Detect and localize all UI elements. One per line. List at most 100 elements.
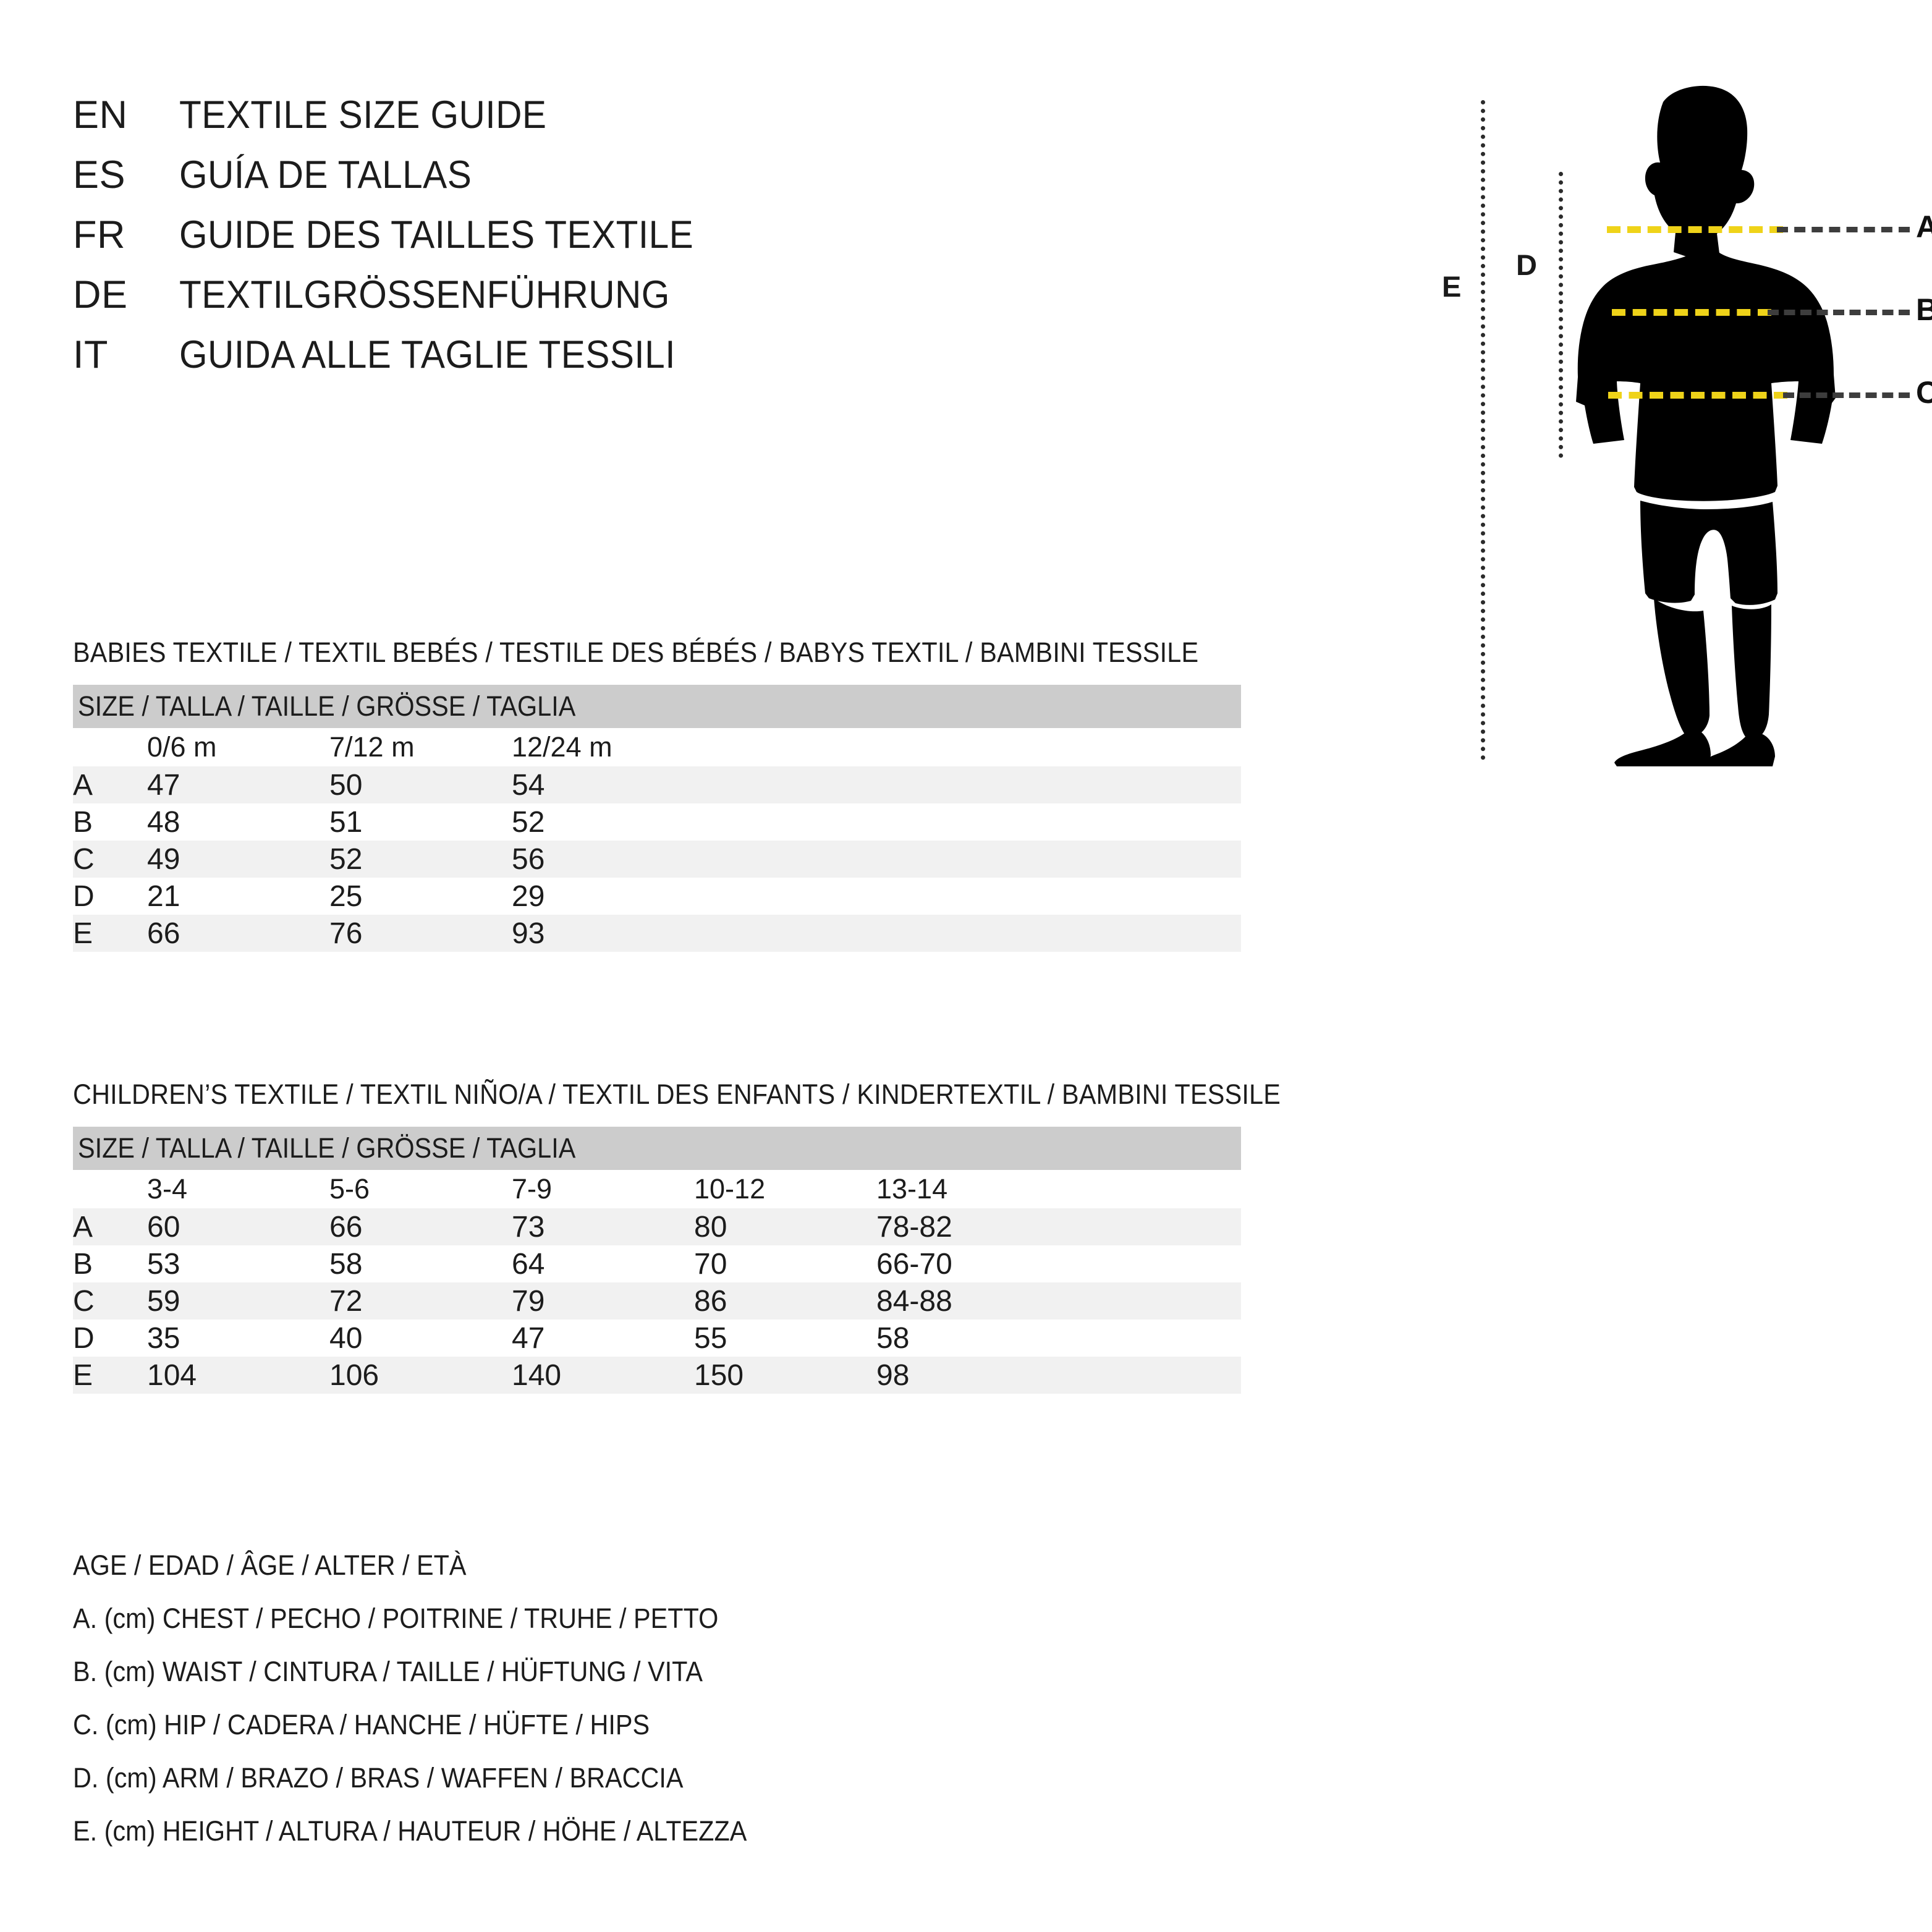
children-cell-a-2: 73 xyxy=(512,1208,694,1245)
babies-cell-a-2: 54 xyxy=(512,766,694,803)
children-cell-e-3: 150 xyxy=(694,1357,876,1394)
table-row: C 59 72 79 86 84-88 xyxy=(73,1282,1241,1320)
children-cell-d-0: 35 xyxy=(147,1320,329,1357)
babies-cell-c-pad xyxy=(694,841,1241,878)
children-col-header-0: 3-4 xyxy=(147,1170,329,1208)
children-size-table: SIZE / TALLA / TAILLE / GRÖSSE / TAGLIA … xyxy=(73,1127,1241,1394)
babies-row-label-a: A xyxy=(73,766,147,803)
waist-leader-line-icon xyxy=(1768,310,1910,315)
babies-cell-e-2: 93 xyxy=(512,915,694,952)
babies-corner-cell xyxy=(73,728,147,766)
legend-line-chest: A. (cm) CHEST / PECHO / POITRINE / TRUHE… xyxy=(73,1603,719,1634)
children-cell-c-0: 59 xyxy=(147,1282,329,1320)
measurement-figure: E D A xyxy=(1421,74,1932,766)
language-row-en: EN TEXTILE SIZE GUIDE xyxy=(73,93,938,153)
babies-cell-a-pad xyxy=(694,766,1241,803)
table-row: E 104 106 140 150 98 xyxy=(73,1357,1241,1394)
babies-section-title: BABIES TEXTILE / TEXTIL BEBÉS / TESTILE … xyxy=(73,637,1199,668)
children-cell-d-pad xyxy=(1059,1320,1241,1357)
language-code-it: IT xyxy=(73,333,108,376)
babies-col-header-2: 12/24 m xyxy=(512,728,694,766)
babies-cell-d-2: 29 xyxy=(512,878,694,915)
measurement-legend: AGE / EDAD / ÂGE / ALTER / ETÀ A. (cm) C… xyxy=(73,1539,1247,1858)
children-cell-d-1: 40 xyxy=(329,1320,512,1357)
children-cell-b-4: 66-70 xyxy=(876,1245,1059,1282)
children-cell-a-3: 80 xyxy=(694,1208,876,1245)
legend-line-waist: B. (cm) WAIST / CINTURA / TAILLE / HÜFTU… xyxy=(73,1656,703,1687)
babies-cell-c-0: 49 xyxy=(147,841,329,878)
babies-band-label: SIZE / TALLA / TAILLE / GRÖSSE / TAGLIA xyxy=(78,690,576,722)
children-section: CHILDREN’S TEXTILE / TEXTIL NIÑO/A / TEX… xyxy=(73,1078,1281,1394)
language-code-en: EN xyxy=(73,93,128,137)
arm-dashed-axis-icon xyxy=(1559,172,1563,458)
language-code-fr: FR xyxy=(73,213,125,256)
children-cell-e-0: 104 xyxy=(147,1357,329,1394)
children-cell-a-0: 60 xyxy=(147,1208,329,1245)
language-row-it: IT GUIDA ALLE TAGLIE TESSILI xyxy=(73,333,938,392)
children-cell-c-1: 72 xyxy=(329,1282,512,1320)
table-row: D 35 40 47 55 58 xyxy=(73,1320,1241,1357)
children-cell-d-3: 55 xyxy=(694,1320,876,1357)
children-row-label-a: A xyxy=(73,1208,147,1245)
waist-measure-line-icon xyxy=(1612,309,1771,316)
children-col-header-4: 13-14 xyxy=(876,1170,1059,1208)
children-cell-e-2: 140 xyxy=(512,1357,694,1394)
children-cell-b-0: 53 xyxy=(147,1245,329,1282)
children-row-label-b: B xyxy=(73,1245,147,1282)
children-cell-a-pad xyxy=(1059,1208,1241,1245)
babies-cell-b-pad xyxy=(694,803,1241,841)
language-title-es: GUÍA DE TALLAS xyxy=(179,153,472,197)
language-row-es: ES GUÍA DE TALLAS xyxy=(73,153,938,213)
babies-cell-e-0: 66 xyxy=(147,915,329,952)
babies-cell-e-pad xyxy=(694,915,1241,952)
children-cell-c-3: 86 xyxy=(694,1282,876,1320)
table-row: B 48 51 52 xyxy=(73,803,1241,841)
chest-measure-line-icon xyxy=(1607,226,1783,233)
babies-section: BABIES TEXTILE / TEXTIL BEBÉS / TESTILE … xyxy=(73,637,1241,952)
language-title-de: TEXTILGRÖSSENFÜHRUNG xyxy=(179,273,670,316)
language-row-fr: FR GUIDE DES TAILLES TEXTILE xyxy=(73,213,938,273)
language-code-de: DE xyxy=(73,273,128,316)
children-band-label: SIZE / TALLA / TAILLE / GRÖSSE / TAGLIA xyxy=(78,1132,576,1164)
legend-line-height: E. (cm) HEIGHT / ALTURA / HAUTEUR / HÖHE… xyxy=(73,1815,747,1847)
axis-label-d: D xyxy=(1516,248,1537,281)
babies-col-header-0: 0/6 m xyxy=(147,728,329,766)
table-row: C 49 52 56 xyxy=(73,841,1241,878)
children-col-header-3: 10-12 xyxy=(694,1170,876,1208)
children-column-header-row: 3-4 5-6 7-9 10-12 13-14 xyxy=(73,1170,1241,1208)
children-cell-b-2: 64 xyxy=(512,1245,694,1282)
babies-cell-b-1: 51 xyxy=(329,803,512,841)
language-title-en: TEXTILE SIZE GUIDE xyxy=(179,93,547,137)
babies-cell-b-2: 52 xyxy=(512,803,694,841)
babies-col-header-1: 7/12 m xyxy=(329,728,512,766)
babies-band-header-row: SIZE / TALLA / TAILLE / GRÖSSE / TAGLIA xyxy=(73,685,1241,728)
table-row: A 60 66 73 80 78-82 xyxy=(73,1208,1241,1245)
babies-band-label-cell: SIZE / TALLA / TAILLE / GRÖSSE / TAGLIA xyxy=(73,685,1241,728)
babies-cell-d-1: 25 xyxy=(329,878,512,915)
legend-line-hip: C. (cm) HIP / CADERA / HANCHE / HÜFTE / … xyxy=(73,1709,650,1740)
babies-cell-d-0: 21 xyxy=(147,878,329,915)
children-row-label-e: E xyxy=(73,1357,147,1394)
height-dashed-axis-icon xyxy=(1481,100,1485,760)
table-row: E 66 76 93 xyxy=(73,915,1241,952)
children-col-header-2: 7-9 xyxy=(512,1170,694,1208)
children-row-label-c: C xyxy=(73,1282,147,1320)
children-cell-e-1: 106 xyxy=(329,1357,512,1394)
children-band-label-cell: SIZE / TALLA / TAILLE / GRÖSSE / TAGLIA xyxy=(73,1127,1241,1170)
babies-row-label-b: B xyxy=(73,803,147,841)
children-cell-c-pad xyxy=(1059,1282,1241,1320)
babies-cell-a-0: 47 xyxy=(147,766,329,803)
babies-row-label-d: D xyxy=(73,878,147,915)
babies-size-table: SIZE / TALLA / TAILLE / GRÖSSE / TAGLIA … xyxy=(73,685,1241,952)
language-title-block: EN TEXTILE SIZE GUIDE ES GUÍA DE TALLAS … xyxy=(73,93,938,392)
table-row: B 53 58 64 70 66-70 xyxy=(73,1245,1241,1282)
children-cell-a-4: 78-82 xyxy=(876,1208,1059,1245)
children-cell-a-1: 66 xyxy=(329,1208,512,1245)
hip-measure-line-icon xyxy=(1608,392,1787,399)
child-silhouette-icon xyxy=(1576,85,1836,766)
callout-label-a: A xyxy=(1916,210,1932,244)
children-cell-d-2: 47 xyxy=(512,1320,694,1357)
babies-column-header-row: 0/6 m 7/12 m 12/24 m xyxy=(73,728,1241,766)
axis-label-e: E xyxy=(1442,270,1462,303)
